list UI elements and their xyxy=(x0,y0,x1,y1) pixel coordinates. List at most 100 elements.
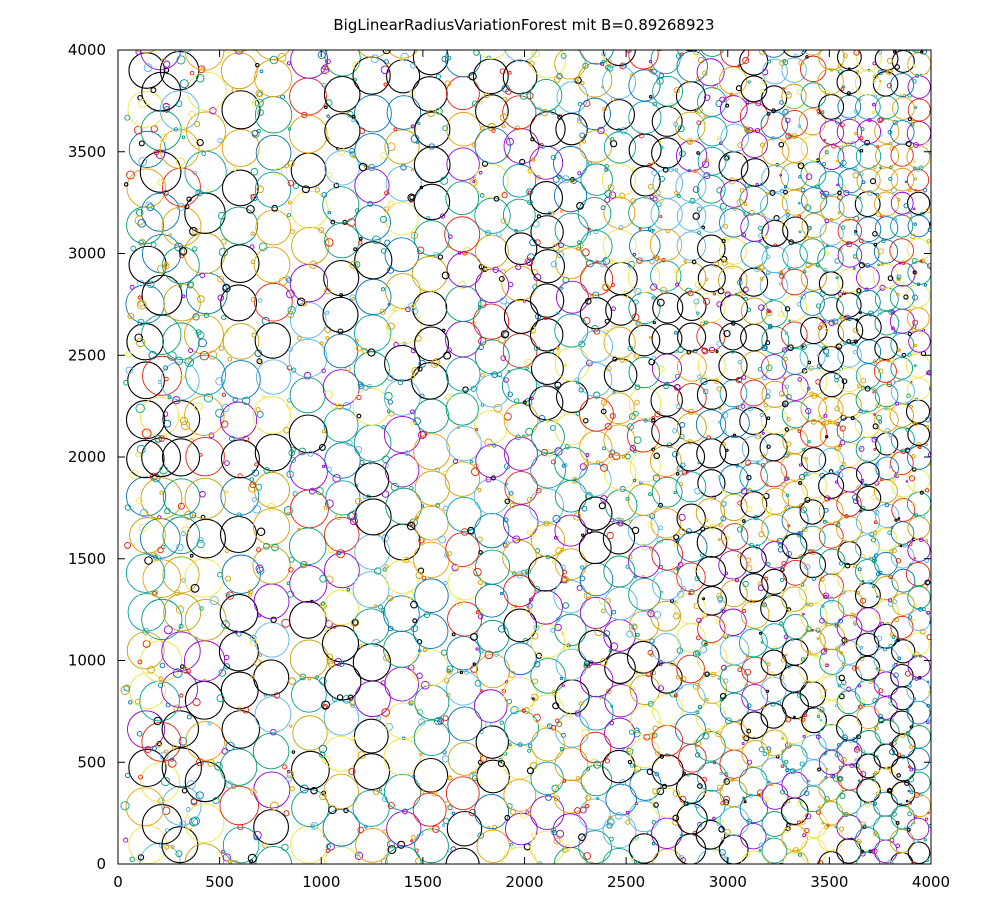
circle-marker-2396 xyxy=(760,649,787,676)
circle-marker-2901 xyxy=(835,664,863,691)
circle-marker-31 xyxy=(150,551,156,557)
circle-marker-1586 xyxy=(597,126,605,135)
circle-marker-2609 xyxy=(782,50,808,58)
plot-frame xyxy=(117,49,932,865)
circle-marker-2525 xyxy=(783,634,789,640)
circle-marker-3381 xyxy=(889,284,915,310)
circle-marker-2953 xyxy=(837,343,862,368)
x-tick-label-7: 3500 xyxy=(810,873,848,891)
circle-marker-2610 xyxy=(803,32,808,37)
circle-marker-1657 xyxy=(634,399,640,406)
circle-marker-2551 xyxy=(782,428,809,455)
circle-marker-1805 xyxy=(657,50,663,52)
circle-marker-209 xyxy=(159,465,168,475)
circle-marker-179 xyxy=(161,747,202,788)
circle-marker-3444 xyxy=(909,767,914,772)
circle-marker-453 xyxy=(253,583,290,620)
circle-marker-101 xyxy=(136,730,143,737)
circle-marker-354 xyxy=(218,631,259,672)
circle-marker-353 xyxy=(242,706,250,714)
circle-marker-1077 xyxy=(444,80,452,87)
circle-marker-3140 xyxy=(871,848,876,853)
circle-marker-789 xyxy=(352,61,361,70)
circle-marker-2972 xyxy=(837,243,863,268)
circle-marker-1047 xyxy=(470,385,477,392)
circle-marker-909 xyxy=(442,750,447,755)
circle-marker-3334 xyxy=(888,574,893,579)
circle-marker-1373 xyxy=(527,190,532,195)
circle-marker-3436 xyxy=(908,771,931,794)
circle-marker-765 xyxy=(354,241,393,280)
circle-marker-2038 xyxy=(696,702,727,733)
circle-marker-2725 xyxy=(821,162,826,167)
circle-marker-907 xyxy=(413,719,451,756)
circle-marker-2519 xyxy=(791,691,795,694)
circle-marker-2580 xyxy=(787,267,791,271)
circle-marker-363 xyxy=(221,554,261,594)
circle-marker-3174 xyxy=(875,667,879,671)
circle-marker-824 xyxy=(405,590,414,600)
circle-marker-323 xyxy=(197,190,202,195)
circle-marker-134 xyxy=(135,403,145,414)
circle-marker-2680 xyxy=(802,447,806,451)
circle-marker-2565 xyxy=(807,360,812,365)
circle-marker-1292 xyxy=(530,795,565,830)
circle-marker-783 xyxy=(358,127,366,134)
circle-marker-1856 xyxy=(678,513,686,522)
circle-marker-1391 xyxy=(559,50,563,51)
circle-marker-384 xyxy=(255,407,261,413)
circle-marker-2970 xyxy=(835,276,839,280)
circle-marker-2946 xyxy=(837,393,862,418)
circle-marker-295 xyxy=(221,403,230,413)
circle-marker-113 xyxy=(144,633,153,642)
circle-marker-2996 xyxy=(859,136,864,141)
circle-marker-2534 xyxy=(800,582,805,587)
circle-marker-2390 xyxy=(762,705,765,709)
circle-marker-1158 xyxy=(474,197,511,234)
circle-marker-2967 xyxy=(838,294,843,299)
circle-marker-241 xyxy=(160,138,164,143)
circle-marker-2248 xyxy=(732,35,735,38)
circle-marker-3397 xyxy=(908,211,912,215)
circle-marker-3401 xyxy=(913,177,917,181)
circle-marker-2882 xyxy=(846,813,850,817)
circle-marker-1619 xyxy=(604,684,638,718)
circle-marker-2369 xyxy=(758,848,762,852)
circle-marker-2492 xyxy=(778,862,784,864)
circle-marker-2008 xyxy=(703,94,711,101)
circle-marker-2337 xyxy=(766,254,771,260)
circle-marker-1551 xyxy=(577,362,613,397)
circle-marker-2331 xyxy=(743,293,746,296)
circle-marker-1792 xyxy=(628,133,662,167)
circle-marker-2192 xyxy=(738,463,742,467)
circle-marker-1816 xyxy=(652,787,683,819)
circle-marker-1630 xyxy=(604,586,638,621)
circle-marker-3340 xyxy=(906,540,913,547)
circle-marker-3164 xyxy=(874,696,898,720)
circle-marker-485 xyxy=(251,332,257,338)
circle-marker-669 xyxy=(356,394,362,401)
circle-marker-1645 xyxy=(603,457,637,490)
circle-marker-609 xyxy=(325,58,331,65)
circle-marker-1363 xyxy=(525,259,534,267)
circle-marker-221 xyxy=(195,329,202,336)
circle-marker-2945 xyxy=(836,434,840,437)
circle-marker-846 xyxy=(388,410,395,417)
circle-marker-3425 xyxy=(926,859,929,862)
circle-marker-155 xyxy=(135,208,144,217)
circle-marker-3144 xyxy=(872,831,878,837)
circle-marker-343 xyxy=(237,824,244,831)
circle-marker-1998 xyxy=(693,169,698,174)
circle-marker-1755 xyxy=(632,478,637,483)
circle-marker-2535 xyxy=(804,563,811,570)
circle-marker-2249 xyxy=(742,56,750,65)
circle-marker-671 xyxy=(336,403,343,410)
circle-marker-2151 xyxy=(715,731,722,738)
circle-marker-633 xyxy=(328,661,336,668)
circle-marker-1011 xyxy=(443,677,450,684)
circle-marker-3435 xyxy=(905,799,909,803)
circle-marker-2070 xyxy=(695,498,726,528)
circle-marker-463 xyxy=(263,542,270,550)
circle-marker-2781 xyxy=(819,599,845,625)
circle-marker-1220 xyxy=(499,591,504,596)
